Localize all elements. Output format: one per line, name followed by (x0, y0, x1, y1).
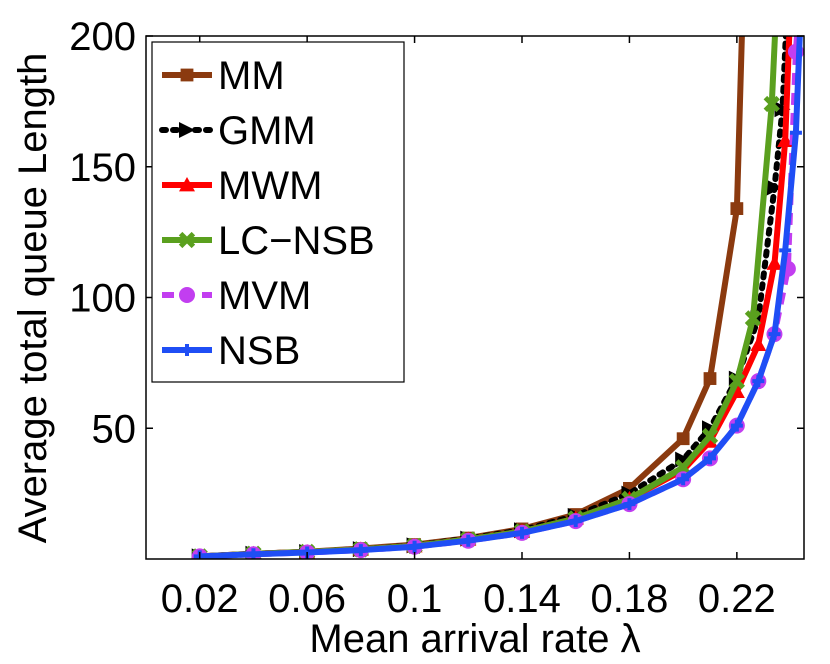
series-mwm-point-2-14 (777, 132, 794, 147)
series-nsb-point-5-12 (752, 375, 765, 388)
series-nsb-point-5-14 (779, 244, 792, 257)
series-nsb-point-5-7 (569, 515, 582, 528)
series-nsb-point-5-4 (408, 540, 421, 553)
series-nsb-point-5-8 (623, 498, 636, 511)
legend-gmm-label: GMM (218, 109, 316, 153)
series-mm-point-0-9 (676, 432, 690, 446)
x-tick-label: 0.14 (483, 577, 561, 621)
series-nsb-point-5-15 (789, 126, 802, 139)
series-mwm-point-2-12 (750, 336, 767, 351)
legend-mwm-point-2-0 (179, 177, 195, 192)
series-lc-nsb-point-3-12 (744, 310, 762, 327)
series-layer (191, 36, 804, 559)
y-tick-label: 100 (69, 277, 136, 321)
legend-lc-nsb-point-3-0 (178, 231, 196, 249)
series-nsb-point-5-3 (354, 544, 367, 557)
x-tick-label: 0.18 (590, 577, 668, 621)
x-tick-label: 0.06 (268, 577, 346, 621)
legend-nsb-point-5-0 (181, 344, 193, 356)
series-mm-point-0-10 (703, 372, 717, 385)
legend-mm-label: MM (218, 54, 285, 98)
series-lc-nsb-point-3-13 (763, 95, 780, 113)
series-mm-point-0-11 (730, 202, 744, 215)
y-tick-label: 50 (92, 407, 137, 451)
x-tick-label: 0.22 (698, 577, 776, 621)
y-tick-label: 150 (69, 146, 136, 190)
legend-mvm-point-4-0 (179, 287, 195, 303)
series-nsb-point-5-6 (516, 526, 528, 539)
series-gmm-point-1-14 (774, 101, 791, 118)
legend-box (151, 41, 405, 383)
series-lc-nsb-point-3-11 (728, 373, 746, 390)
series-nsb-point-5-9 (677, 473, 690, 486)
legend: MM GMM MWM LC−NSB MVM NSB (151, 41, 405, 383)
series-nsb (193, 36, 803, 559)
series-mwm-point-2-13 (766, 255, 783, 270)
x-tick-label: 0.02 (161, 577, 239, 621)
series-gmm-point-1-13 (766, 179, 783, 196)
series-nsb-point-5-10 (704, 452, 716, 465)
legend-mm: MM (162, 54, 285, 98)
legend-mvm-label: MVM (218, 274, 311, 318)
legend-gmm-point-1-0 (179, 122, 195, 138)
legend-lc-nsb: LC−NSB (162, 219, 375, 263)
legend-mwm: MWM (162, 164, 322, 208)
series-lc-nsb-point-3-10 (701, 427, 719, 445)
series-nsb-point-5-11 (730, 419, 743, 432)
series-nsb-point-5-13 (768, 328, 781, 341)
y-axis-label: Average total queue Length (11, 53, 55, 544)
series-nsb-point-5-5 (462, 534, 475, 547)
x-axis-label: Mean arrival rate λ (309, 617, 640, 661)
legend-mwm-label: MWM (218, 164, 322, 208)
legend-lc-nsb-label: LC−NSB (218, 219, 375, 263)
legend-nsb: NSB (162, 329, 300, 373)
ticks-layer: 0.02 0.06 0.1 0.14 0.18 0.22 50 100 150 200 (69, 15, 804, 621)
x-tick-label: 0.1 (387, 577, 443, 621)
legend-mm-point-0-0 (180, 68, 194, 82)
legend-gmm: GMM (159, 109, 316, 153)
legend-mvm: MVM (162, 274, 311, 318)
y-tick-label: 200 (69, 15, 136, 59)
legend-nsb-label: NSB (218, 329, 300, 373)
series-lc-nsb-point-3-9 (674, 459, 692, 476)
